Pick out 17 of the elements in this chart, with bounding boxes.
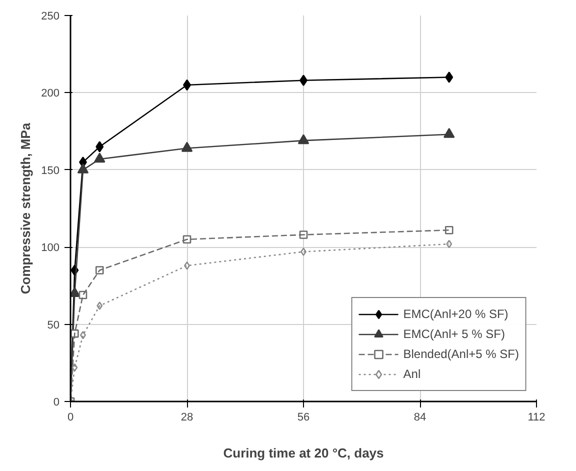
- y-tick-label: 100: [41, 242, 60, 254]
- x-tick-label: 112: [528, 412, 546, 424]
- legend-label: EMC(Anl+20 % SF): [403, 307, 508, 321]
- y-tick-label: 200: [41, 88, 60, 100]
- x-axis-title: Curing time at 20 °C, days: [223, 446, 384, 460]
- y-tick-label: 50: [47, 319, 60, 332]
- y-tick-label: 0: [53, 396, 60, 408]
- legend-label: EMC(Anl+ 5 % SF): [403, 327, 505, 341]
- legend-label: Anl: [403, 367, 422, 381]
- x-tick-label: 84: [414, 412, 426, 424]
- y-axis-title: Compressive strength, MPa: [18, 122, 34, 294]
- x-tick-label: 56: [297, 412, 310, 424]
- legend-label: Blended(Anl+5 % SF): [403, 347, 519, 361]
- x-tick-label: 0: [67, 412, 74, 424]
- y-tick-label: 250: [41, 10, 60, 22]
- y-tick-label: 150: [41, 164, 60, 177]
- x-tick-label: 28: [180, 412, 194, 424]
